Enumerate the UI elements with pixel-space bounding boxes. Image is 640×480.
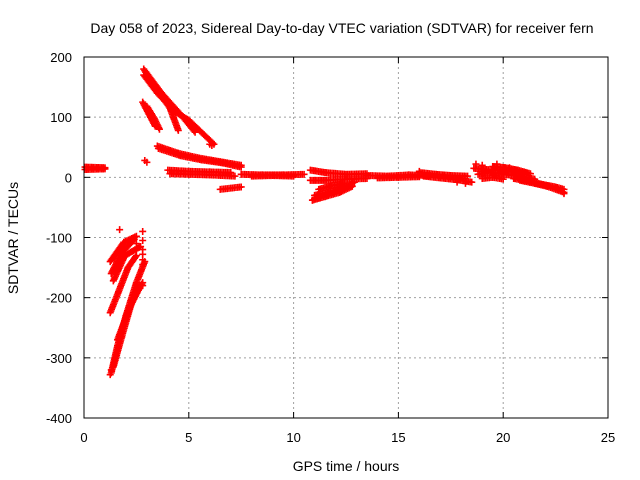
data-point-marker [499, 175, 507, 183]
data-point-marker [139, 282, 147, 290]
x-tick-label: 5 [185, 430, 192, 445]
y-axis-label: SDTVAR / TECUs [5, 182, 21, 294]
x-axis-label: GPS time / hours [293, 458, 400, 474]
grid-lines [84, 57, 608, 418]
data-point-marker [350, 178, 358, 186]
x-tick-label: 15 [391, 430, 405, 445]
data-point-marker [190, 127, 198, 135]
data-point-marker [132, 240, 140, 248]
data-point-marker [554, 185, 562, 193]
data-points [81, 65, 568, 379]
data-point-marker [505, 164, 513, 172]
data-point-marker [290, 172, 298, 180]
x-tick-label: 0 [80, 430, 87, 445]
data-point-marker [472, 160, 480, 168]
data-point-marker [300, 170, 308, 178]
data-point-marker [208, 141, 216, 149]
data-point-marker [340, 179, 348, 187]
data-point-marker [191, 128, 199, 136]
data-point-marker [478, 161, 486, 169]
y-tick-labels: -400 -300 -200 -100 0 100 200 [46, 50, 72, 426]
x-tick-label: 20 [496, 430, 510, 445]
data-point-marker [131, 253, 139, 261]
data-point-marker [237, 163, 245, 171]
data-point-marker [468, 178, 476, 186]
data-point-marker [116, 226, 124, 234]
data-point-marker [143, 158, 151, 166]
x-tick-label: 10 [286, 430, 300, 445]
data-point-marker [461, 179, 469, 187]
y-tick-label: -400 [46, 411, 72, 426]
data-point-marker [122, 252, 130, 260]
data-point-marker [132, 282, 140, 290]
data-point-marker [139, 227, 147, 235]
data-point-marker [101, 165, 109, 173]
data-point-marker [139, 261, 147, 269]
y-tick-label: 100 [50, 110, 72, 125]
data-point-marker [237, 183, 245, 191]
data-point-marker [231, 172, 239, 180]
y-tick-label: 0 [65, 170, 72, 185]
y-tick-label: -300 [46, 351, 72, 366]
data-point-marker [107, 366, 115, 374]
data-point-marker [132, 252, 140, 260]
y-tick-label: -200 [46, 291, 72, 306]
y-tick-label: -100 [46, 231, 72, 246]
data-point-marker [311, 194, 319, 202]
axis-ticks [83, 56, 609, 419]
data-point-marker [453, 178, 461, 186]
data-point-marker [130, 235, 138, 243]
data-point-marker [139, 237, 147, 245]
data-point-marker [155, 125, 163, 133]
data-point-marker [415, 167, 423, 175]
data-point-marker [106, 371, 114, 379]
chart-title: Day 058 of 2023, Sidereal Day-to-day VTE… [90, 20, 593, 36]
x-tick-label: 25 [601, 430, 615, 445]
data-point-marker [493, 160, 501, 168]
y-tick-label: 200 [50, 50, 72, 65]
data-point-marker [174, 126, 182, 134]
data-point-marker [560, 190, 568, 198]
data-point-marker [526, 170, 534, 178]
x-tick-labels: 0 5 10 15 20 25 [80, 430, 615, 445]
data-point-marker [135, 243, 143, 251]
